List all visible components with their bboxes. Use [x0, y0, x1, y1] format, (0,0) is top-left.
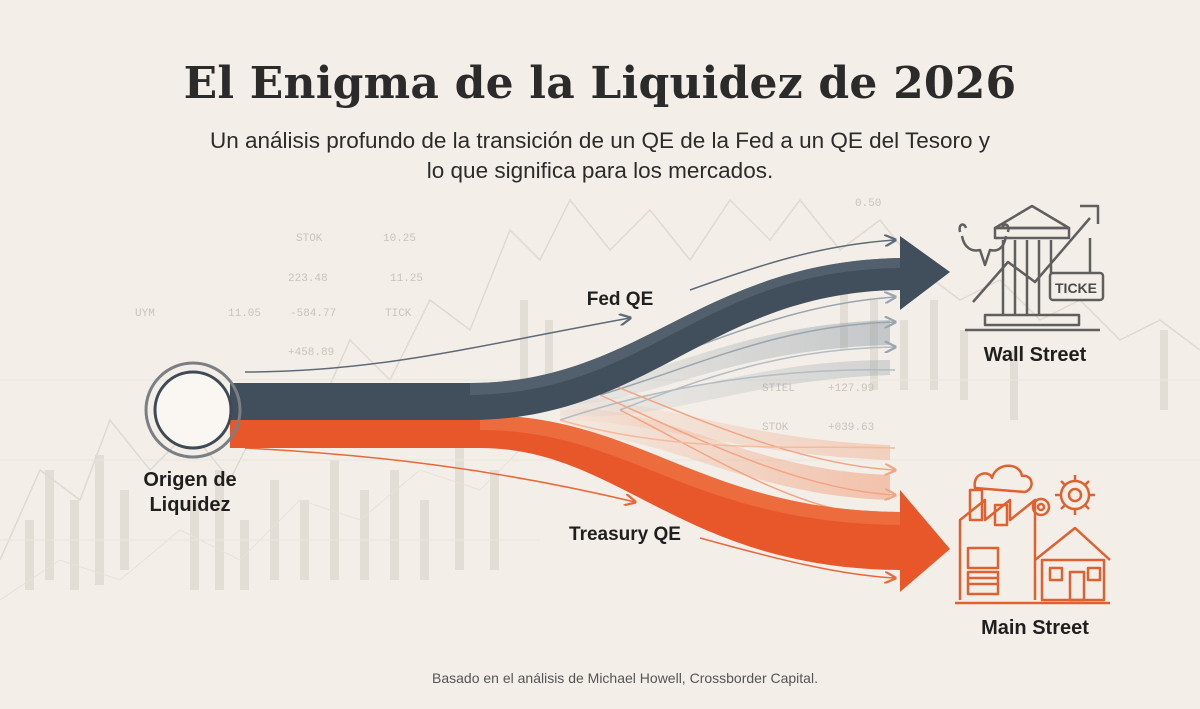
- ticker-text: 11.25: [390, 273, 423, 285]
- origin-label-line-1: Origen de: [143, 469, 237, 491]
- ticker-text: 0.50: [855, 198, 881, 210]
- subtitle-line-1: Un análisis profundo de la transición de…: [209, 128, 991, 153]
- fed-qe-arrow: [230, 236, 950, 420]
- origin-label-line-2: Liquidez: [149, 494, 231, 516]
- wall-street-icon: [958, 204, 1105, 332]
- ticker-text: STOK: [762, 422, 789, 434]
- main-street-icon: [955, 464, 1111, 605]
- origin-label: Origen de Liquidez: [120, 468, 260, 518]
- ticker-text: STOK: [296, 233, 323, 245]
- ticker-text: 10.25: [383, 233, 416, 245]
- ticker-text: 223.48: [288, 273, 328, 285]
- ticker-text: -584.77: [290, 308, 336, 320]
- ticker-text: +127.99: [828, 383, 874, 395]
- page-subtitle: Un análisis profundo de la transición de…: [170, 126, 1030, 186]
- ticker-sign-text: TICKE: [1055, 280, 1097, 296]
- liquidity-origin-circle: [144, 361, 242, 459]
- main-street-label: Main Street: [981, 617, 1089, 639]
- ticker-text: +458.89: [288, 347, 334, 359]
- source-footer: Basado en el análisis de Michael Howell,…: [432, 670, 818, 686]
- fed-secondary-bands: [560, 320, 890, 417]
- treasury-qe-arrow: [230, 415, 950, 592]
- ticker-text: TICK: [385, 308, 412, 320]
- subtitle-line-2: lo que significa para los mercados.: [426, 158, 774, 183]
- treasury-qe-label: Treasury QE: [569, 524, 681, 545]
- fed-qe-label: Fed QE: [586, 289, 654, 310]
- ticker-text: 11.05: [228, 308, 261, 320]
- wall-street-label: Wall Street: [983, 344, 1087, 366]
- page-title: El Enigma de la Liquidez de 2026: [183, 58, 1017, 109]
- ticker-text: +039.63: [828, 422, 874, 434]
- ticker-text: UYM: [135, 308, 155, 320]
